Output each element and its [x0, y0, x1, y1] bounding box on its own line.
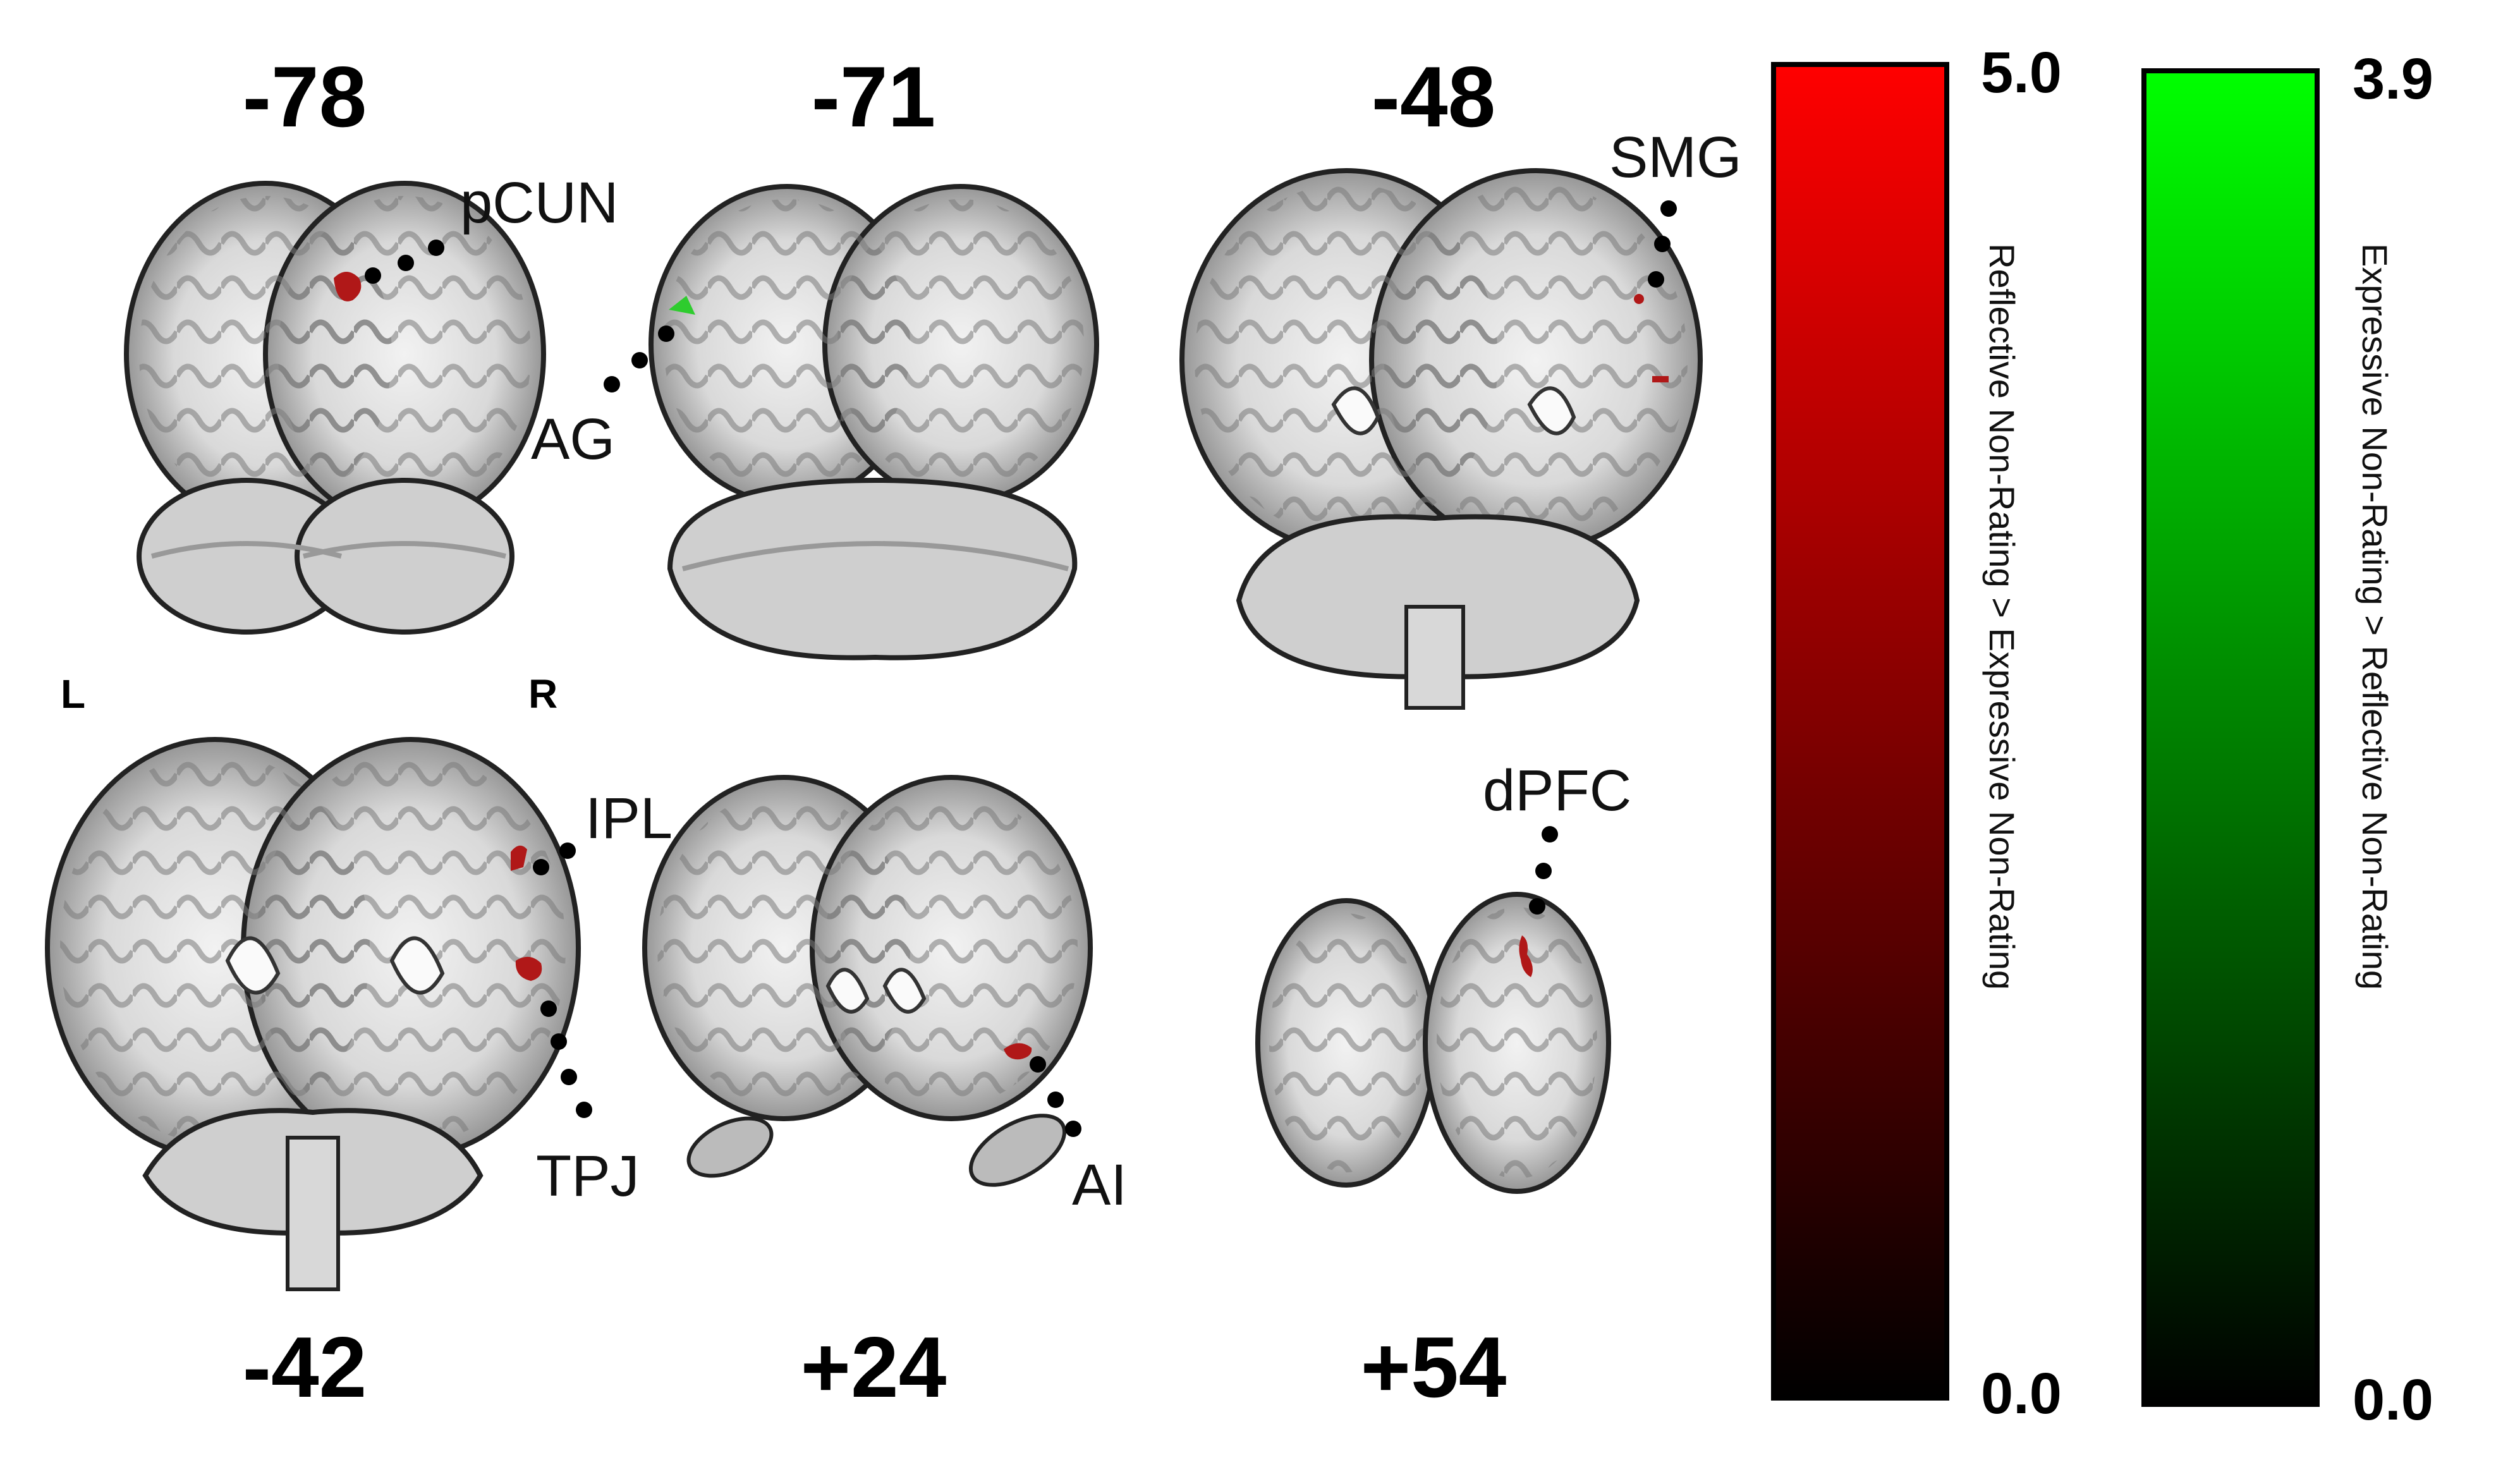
slice-coordinate-5: +24: [801, 1319, 947, 1415]
leader-dots-dpfc: [1529, 826, 1558, 915]
activation-cluster-pcun: [334, 272, 362, 301]
colorbar-expressive-vs-reflective: 3.9 0.0 Expressive Non-Rating > Reflecti…: [2141, 47, 2433, 1432]
leader-dots-smg: [1648, 200, 1677, 288]
colorbar-red-gradient: [1771, 62, 1949, 1401]
slice-panel-6: dPFC +54: [1255, 758, 1631, 1415]
colorbar-green-min-label: 0.0: [2353, 1368, 2433, 1432]
region-label-ipl: IPL: [585, 786, 673, 851]
region-label-pcun: pCUN: [460, 171, 618, 235]
leader-dots-ag: [604, 325, 674, 392]
slice-panel-4: IPL TPJ -42: [45, 737, 673, 1415]
brain-slice-image: [642, 775, 1093, 1187]
slice-coordinate-4: -42: [243, 1319, 367, 1415]
activation-cluster-smg-2: [1652, 376, 1669, 382]
slice-coordinate-6: +54: [1361, 1319, 1507, 1415]
slice-panel-3: SMG -48: [1179, 49, 1742, 710]
brain-slice-image: [1255, 892, 1611, 1194]
brain-slice-image: [45, 737, 581, 1291]
leader-dots-ai: [1030, 1056, 1081, 1137]
region-label-ai: AI: [1072, 1153, 1127, 1217]
brain-slice-image: [1179, 168, 1703, 710]
activation-cluster-smg: [1634, 294, 1644, 304]
slice-coordinate-3: -48: [1372, 49, 1496, 145]
brain-slice-image: [648, 184, 1099, 660]
region-label-smg: SMG: [1609, 125, 1742, 190]
activation-cluster-ai: [1004, 1043, 1032, 1060]
colorbar-red-title: Reflective Non-Rating > Expressive Non-R…: [1982, 243, 2022, 990]
slice-coordinate-1: -78: [243, 49, 367, 145]
activation-cluster-dpfc: [1519, 935, 1533, 977]
colorbar-reflective-vs-expressive: 5.0 0.0 Reflective Non-Rating > Expressi…: [1771, 40, 2062, 1426]
region-label-tpj: TPJ: [536, 1144, 640, 1208]
leader-dots-pcun: [365, 240, 444, 284]
region-label-ag: AG: [531, 407, 615, 471]
slice-panel-2: AG -71: [531, 49, 1099, 660]
colorbar-green-title: Expressive Non-Rating > Reflective Non-R…: [2355, 243, 2395, 990]
slice-coordinate-2: -71: [812, 49, 936, 145]
colorbar-green-max-label: 3.9: [2353, 47, 2433, 111]
leader-dots-tpj: [540, 1000, 592, 1118]
slice-panel-1: pCUN -78: [124, 49, 618, 635]
colorbar-red-max-label: 5.0: [1981, 40, 2062, 105]
colorbar-green-gradient: [2141, 68, 2320, 1407]
colorbar-red-min-label: 0.0: [1981, 1361, 2062, 1426]
slice-panel-5: AI +24: [642, 775, 1127, 1415]
leader-dots-ipl: [533, 842, 576, 875]
brain-slice-image: [124, 181, 546, 635]
activation-cluster-tpj: [515, 956, 542, 981]
activation-cluster-ag: [669, 296, 695, 315]
orientation-left-marker: L: [61, 671, 85, 717]
activation-cluster-ipl: [511, 845, 527, 871]
orientation-right-marker: R: [528, 671, 557, 717]
region-label-dpfc: dPFC: [1483, 758, 1631, 823]
